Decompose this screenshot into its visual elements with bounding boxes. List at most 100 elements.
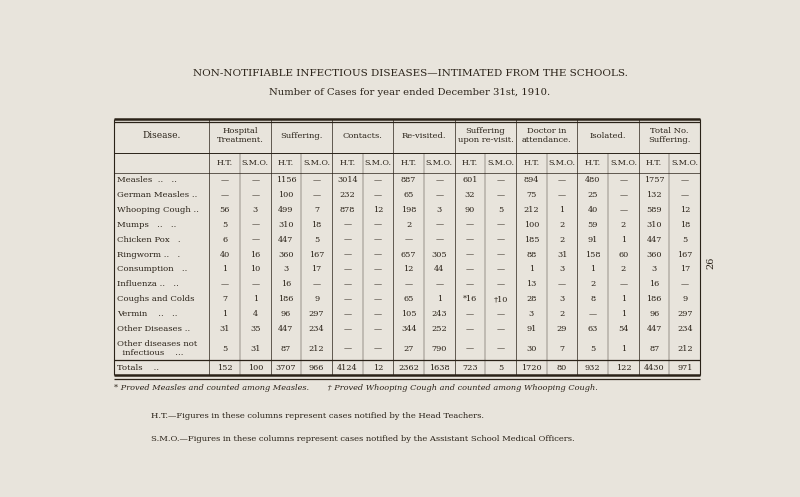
Text: 3: 3 [529, 310, 534, 318]
Text: —: — [619, 191, 627, 199]
Text: 12: 12 [373, 206, 383, 214]
Text: 212: 212 [523, 206, 539, 214]
Text: —: — [558, 176, 566, 184]
Text: 3: 3 [253, 206, 258, 214]
Text: —: — [251, 176, 259, 184]
Text: 2: 2 [559, 236, 565, 244]
Text: —: — [435, 176, 443, 184]
Text: 360: 360 [646, 250, 662, 258]
Text: —: — [466, 265, 474, 273]
Text: —: — [374, 191, 382, 199]
Text: 90: 90 [465, 206, 475, 214]
Text: 16: 16 [649, 280, 659, 288]
Text: 3707: 3707 [276, 364, 296, 372]
Text: 212: 212 [677, 344, 693, 352]
Text: —: — [681, 280, 689, 288]
Text: Number of Cases for year ended December 31st, 1910.: Number of Cases for year ended December … [270, 88, 550, 97]
Text: 447: 447 [646, 325, 662, 333]
Text: 132: 132 [646, 191, 662, 199]
Text: 1638: 1638 [429, 364, 450, 372]
Text: —: — [497, 250, 505, 258]
Text: 10: 10 [250, 265, 260, 273]
Text: 2: 2 [406, 221, 411, 229]
Text: 3: 3 [437, 206, 442, 214]
Text: S.M.O.: S.M.O. [671, 159, 698, 166]
Text: 105: 105 [401, 310, 417, 318]
Text: —: — [313, 280, 321, 288]
Text: Other Diseases ..: Other Diseases .. [117, 325, 190, 333]
Text: —: — [497, 280, 505, 288]
Text: 1: 1 [253, 295, 258, 303]
Text: 12: 12 [373, 364, 383, 372]
Text: 122: 122 [616, 364, 631, 372]
Text: 2: 2 [590, 280, 595, 288]
Text: H.T.: H.T. [401, 159, 417, 166]
Text: 1: 1 [559, 206, 565, 214]
Text: 13: 13 [526, 280, 537, 288]
Text: S.M.O.: S.M.O. [303, 159, 330, 166]
Text: 1: 1 [621, 344, 626, 352]
Text: —: — [619, 280, 627, 288]
Text: —: — [619, 206, 627, 214]
Text: Measles  ..   ..: Measles .. .. [117, 176, 177, 184]
Text: —: — [558, 280, 566, 288]
Text: 88: 88 [526, 250, 537, 258]
Text: Coughs and Colds: Coughs and Colds [117, 295, 194, 303]
Text: S.M.O.: S.M.O. [610, 159, 637, 166]
Text: 310: 310 [278, 221, 294, 229]
Text: —: — [251, 280, 259, 288]
Text: H.T.—Figures in these columns represent cases notified by the Head Teachers.: H.T.—Figures in these columns represent … [151, 413, 484, 420]
Text: 31: 31 [557, 250, 567, 258]
Text: H.T.: H.T. [339, 159, 355, 166]
Text: 17: 17 [311, 265, 322, 273]
Text: 234: 234 [309, 325, 325, 333]
Text: 65: 65 [403, 191, 414, 199]
Text: 4: 4 [253, 310, 258, 318]
Text: H.T.: H.T. [462, 159, 478, 166]
Text: S.M.O.: S.M.O. [426, 159, 453, 166]
Text: 344: 344 [401, 325, 417, 333]
Text: 16: 16 [281, 280, 291, 288]
Text: 2: 2 [621, 265, 626, 273]
Text: 234: 234 [677, 325, 693, 333]
Text: —: — [497, 344, 505, 352]
Text: —: — [619, 176, 627, 184]
Text: —: — [343, 310, 351, 318]
Text: 1: 1 [621, 236, 626, 244]
Text: 63: 63 [587, 325, 598, 333]
Text: 932: 932 [585, 364, 601, 372]
Text: —: — [374, 236, 382, 244]
Text: 447: 447 [646, 236, 662, 244]
Text: 305: 305 [431, 250, 447, 258]
Text: —: — [558, 191, 566, 199]
Text: —: — [681, 176, 689, 184]
Text: —: — [343, 221, 351, 229]
Text: —: — [466, 325, 474, 333]
Text: —: — [251, 221, 259, 229]
Text: 56: 56 [219, 206, 230, 214]
Text: —: — [466, 221, 474, 229]
Text: 186: 186 [646, 295, 662, 303]
Text: —: — [497, 176, 505, 184]
Text: 1: 1 [437, 295, 442, 303]
Text: 87: 87 [281, 344, 291, 352]
Text: —: — [466, 236, 474, 244]
Text: —: — [374, 344, 382, 352]
Text: 7: 7 [314, 206, 319, 214]
Text: Re-visited.: Re-visited. [402, 132, 446, 140]
Text: 657: 657 [401, 250, 417, 258]
Text: 87: 87 [649, 344, 659, 352]
Text: 5: 5 [222, 221, 227, 229]
Text: S.M.O.: S.M.O. [365, 159, 391, 166]
Text: —: — [466, 250, 474, 258]
Text: 167: 167 [309, 250, 324, 258]
Text: —: — [251, 236, 259, 244]
Text: 1: 1 [621, 310, 626, 318]
Text: 17: 17 [680, 265, 690, 273]
Text: 9: 9 [314, 295, 319, 303]
Text: 447: 447 [278, 236, 294, 244]
Text: —: — [343, 295, 351, 303]
Text: —: — [497, 310, 505, 318]
Text: *16: *16 [463, 295, 477, 303]
Text: 360: 360 [278, 250, 294, 258]
